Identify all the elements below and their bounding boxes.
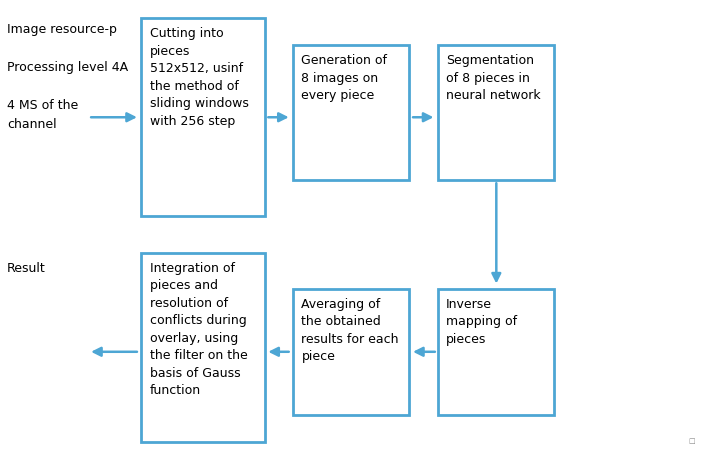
FancyBboxPatch shape: [141, 253, 265, 442]
FancyBboxPatch shape: [293, 289, 409, 415]
Text: Segmentation
of 8 pieces in
neural network: Segmentation of 8 pieces in neural netwo…: [446, 54, 541, 102]
FancyBboxPatch shape: [293, 45, 409, 180]
Text: Result: Result: [7, 262, 46, 275]
FancyBboxPatch shape: [438, 45, 554, 180]
Text: □: □: [689, 438, 695, 444]
Text: Inverse
mapping of
pieces: Inverse mapping of pieces: [446, 298, 517, 345]
FancyBboxPatch shape: [141, 18, 265, 216]
Text: Integration of
pieces and
resolution of
conflicts during
overlay, using
the filt: Integration of pieces and resolution of …: [150, 262, 247, 397]
FancyBboxPatch shape: [438, 289, 554, 415]
Text: Averaging of
the obtained
results for each
piece: Averaging of the obtained results for ea…: [301, 298, 399, 363]
Text: Generation of
8 images on
every piece: Generation of 8 images on every piece: [301, 54, 388, 102]
Text: Image resource-p

Processing level 4A

4 MS of the
channel: Image resource-p Processing level 4A 4 M…: [7, 23, 128, 130]
Text: Cutting into
pieces
512x512, usinf
the method of
sliding windows
with 256 step: Cutting into pieces 512x512, usinf the m…: [150, 27, 249, 128]
